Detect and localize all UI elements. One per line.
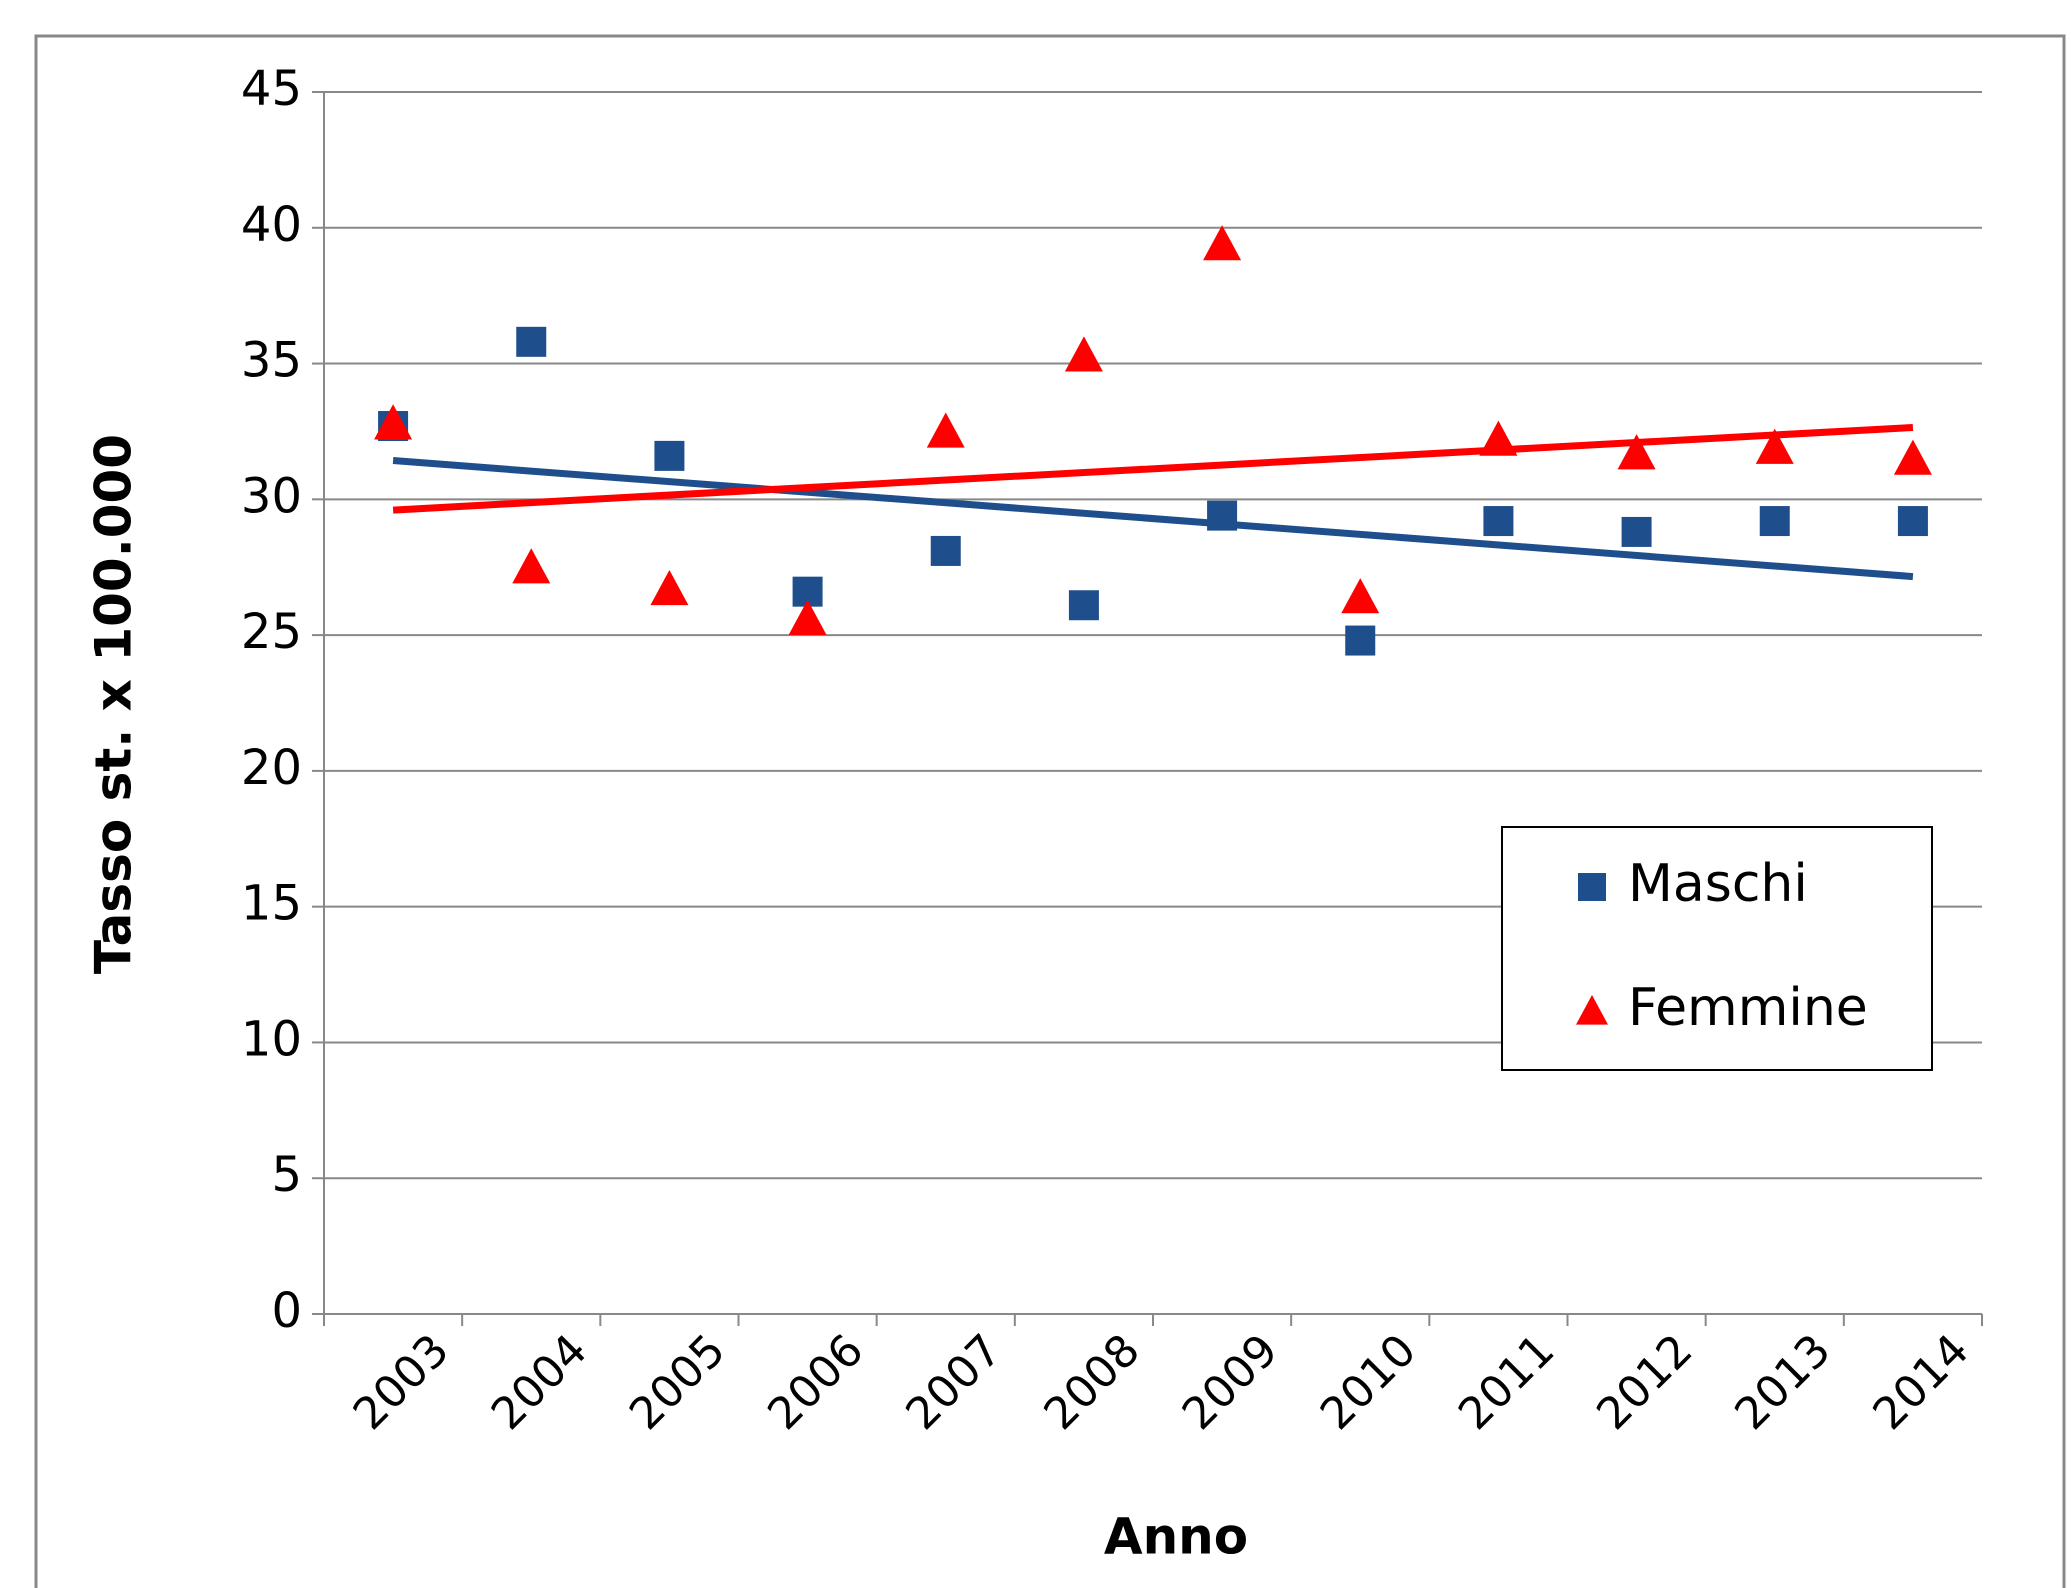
- marker-triangle: [788, 599, 827, 635]
- y-tick-label: 25: [241, 604, 302, 660]
- marker-triangle: [926, 412, 965, 448]
- marker-square: [1897, 506, 1928, 537]
- legend-label: Femmine: [1628, 978, 1868, 1038]
- y-tick-label: 15: [241, 876, 302, 932]
- marker-square: [516, 326, 547, 357]
- y-tick-label: 20: [241, 740, 302, 796]
- marker-triangle: [1341, 578, 1380, 614]
- legend-marker: [1576, 995, 1608, 1025]
- legend-label: Maschi: [1628, 854, 1808, 914]
- marker-square: [1068, 590, 1099, 621]
- marker-square: [1207, 500, 1238, 531]
- y-tick-label: 5: [271, 1147, 302, 1203]
- y-tick-label: 30: [241, 468, 302, 524]
- trendline: [392, 457, 1914, 581]
- y-tick-label: 10: [241, 1011, 302, 1067]
- chart-frame: [34, 34, 2066, 1588]
- marker-square: [1759, 506, 1790, 537]
- marker-triangle: [512, 548, 551, 584]
- y-tick-label: 40: [241, 197, 302, 253]
- marker-square: [1483, 506, 1514, 537]
- marker-triangle: [374, 404, 413, 440]
- marker-square: [654, 440, 685, 471]
- marker-triangle: [1893, 439, 1932, 475]
- marker-triangle: [1755, 428, 1794, 464]
- legend-marker: [1578, 873, 1606, 901]
- marker-triangle: [1479, 420, 1518, 456]
- legend-box: [1501, 826, 1933, 1071]
- y-axis-title: Tasso st. x 100.000: [85, 434, 143, 974]
- y-tick-label: 35: [241, 333, 302, 389]
- trendline: [392, 423, 1914, 514]
- marker-triangle: [650, 569, 689, 606]
- marker-triangle: [1203, 225, 1242, 261]
- y-tick-label: 0: [271, 1283, 302, 1339]
- y-tick-label: 45: [241, 61, 302, 117]
- marker-square: [930, 535, 961, 566]
- marker-square: [1345, 625, 1376, 656]
- marker-square: [1621, 516, 1652, 547]
- marker-triangle: [1617, 434, 1656, 470]
- x-axis-title: Anno: [1104, 1508, 1248, 1566]
- legend: Maschi Femmine: [1501, 826, 1933, 1071]
- marker-triangle: [1064, 336, 1103, 372]
